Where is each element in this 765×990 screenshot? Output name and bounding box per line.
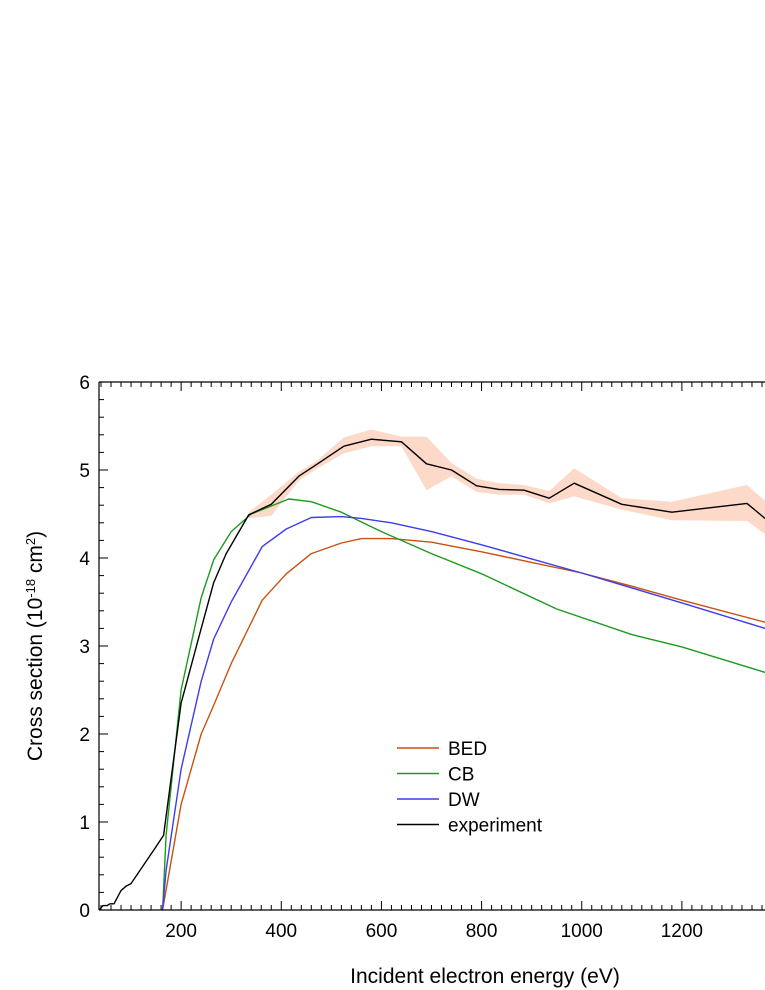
legend-label-cb: CB [448,765,474,786]
legend-label-bed: BED [448,739,487,760]
y-tick-label: 3 [79,637,90,658]
y-tick-label: 6 [79,373,90,394]
uncertainty-band-layer [248,429,765,535]
tick-labels: 20040060080010001200140123456 [79,373,703,942]
y-axis-title-exponent: -18 [23,579,38,598]
series-layer [98,438,765,911]
x-tick-label: 1000 [561,921,603,942]
legend-label-dw: DW [448,790,480,811]
axis-ticks [99,381,763,911]
x-tick-label: 1200 [661,921,703,942]
y-axis-title: Cross section (10-18 cm2) [23,531,48,761]
x-axis-title: Incident electron energy (eV) [350,965,620,988]
x-tick-label: 600 [366,921,398,942]
series-line-cb [161,498,765,911]
y-tick-label: 0 [79,901,90,922]
x-tick-label: 800 [466,921,498,942]
legend: BED CB DW experiment [397,739,543,837]
y-axis-title-unit-exponent: 2 [23,538,38,545]
series-line-dw [161,515,765,911]
experiment-uncertainty-band [248,429,765,535]
y-tick-label: 5 [79,461,90,482]
series-line-experiment [98,438,765,911]
y-tick-label: 1 [79,813,90,834]
x-tick-label: 200 [165,921,197,942]
y-axis-title-close: ) [24,531,47,538]
legend-label-experiment: experiment [448,816,543,837]
x-tick-label: 400 [265,921,297,942]
y-axis-title-base: Cross section (10 [24,598,47,761]
y-tick-label: 4 [79,549,90,570]
y-axis-title-unit: cm [24,545,47,579]
y-tick-label: 2 [79,725,90,746]
